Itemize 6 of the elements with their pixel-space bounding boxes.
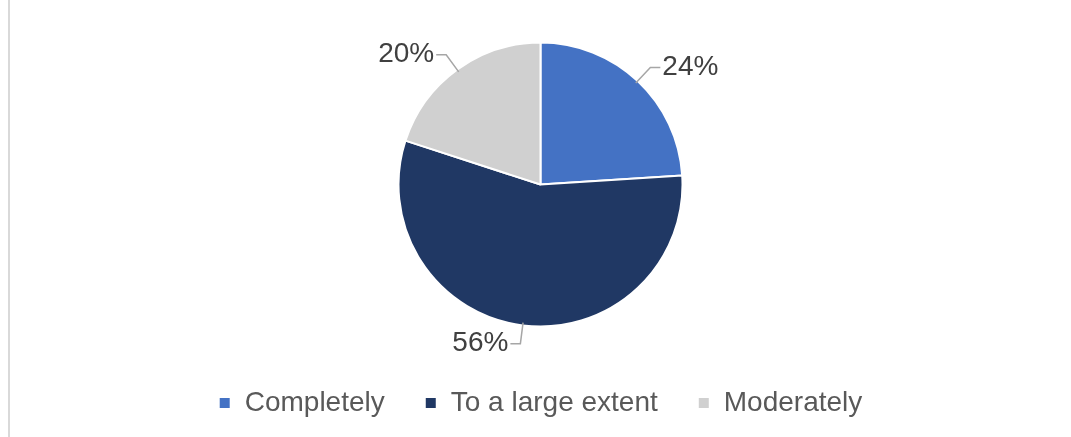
data-label: 24% xyxy=(662,50,719,82)
data-label: 20% xyxy=(378,37,435,69)
legend-label: To a large extent xyxy=(450,385,658,417)
data-label: 56% xyxy=(452,326,509,358)
legend-label: Moderately xyxy=(723,385,863,417)
legend-label: Completely xyxy=(244,385,385,417)
